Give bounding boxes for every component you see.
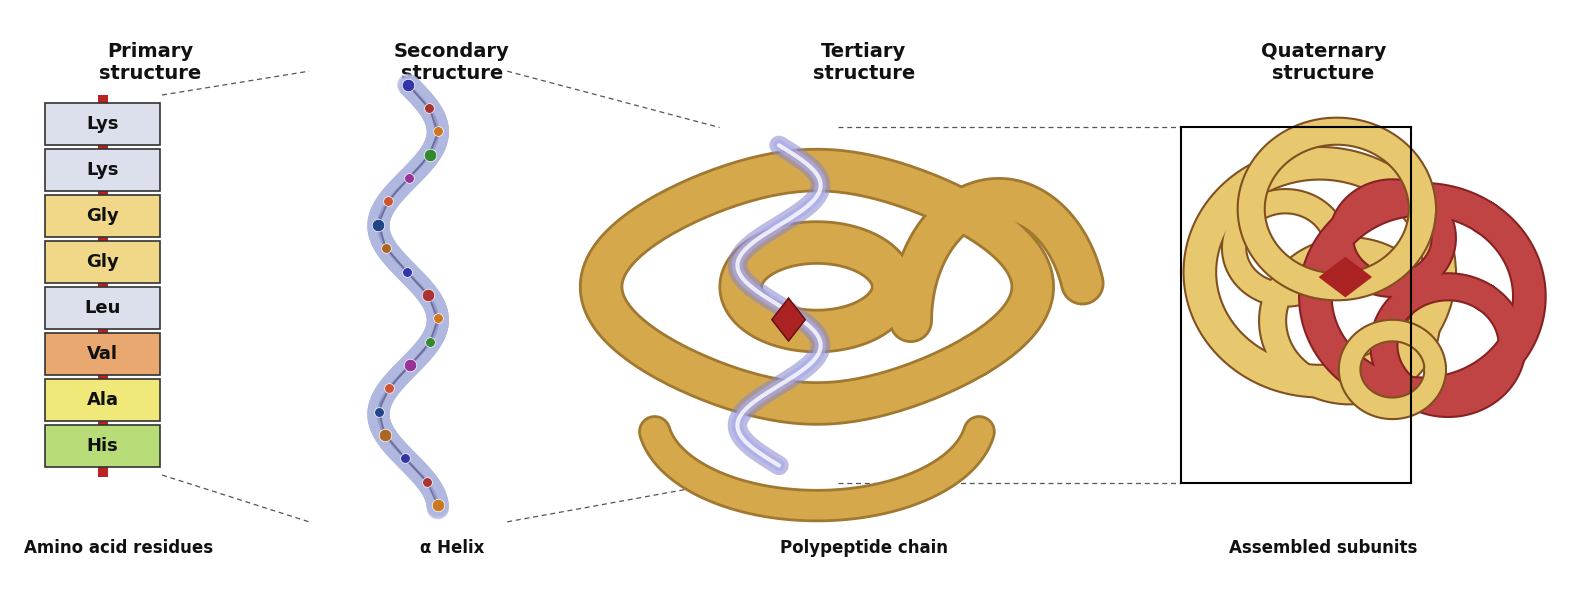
Text: Lys: Lys: [86, 115, 119, 133]
Bar: [98, 95, 108, 103]
Text: His: His: [87, 437, 119, 455]
Bar: [98, 236, 108, 241]
Text: Gly: Gly: [86, 253, 119, 271]
Bar: [98, 328, 108, 333]
Bar: [98, 282, 108, 287]
Bar: [44, 195, 160, 237]
Polygon shape: [772, 298, 805, 341]
Text: Val: Val: [87, 345, 117, 363]
Bar: [44, 103, 160, 145]
Text: Tertiary
structure: Tertiary structure: [813, 42, 915, 82]
Bar: [98, 144, 108, 149]
Text: Amino acid residues: Amino acid residues: [24, 540, 214, 557]
Bar: [98, 467, 108, 477]
Bar: [98, 190, 108, 195]
Bar: [44, 425, 160, 467]
Text: Assembled subunits: Assembled subunits: [1230, 540, 1417, 557]
Text: Secondary
structure: Secondary structure: [393, 42, 510, 82]
Bar: [98, 374, 108, 379]
Text: Leu: Leu: [84, 299, 120, 317]
Text: Ala: Ala: [87, 391, 119, 409]
Bar: [44, 287, 160, 329]
Polygon shape: [1320, 257, 1371, 296]
Bar: [44, 379, 160, 421]
Text: Primary
structure: Primary structure: [100, 42, 201, 82]
Bar: [44, 333, 160, 375]
Text: Gly: Gly: [86, 207, 119, 225]
Bar: [98, 420, 108, 425]
Text: Quaternary
structure: Quaternary structure: [1260, 42, 1387, 82]
Text: Polypeptide chain: Polypeptide chain: [780, 540, 948, 557]
Text: Lys: Lys: [86, 161, 119, 179]
Bar: [44, 241, 160, 283]
Bar: [44, 149, 160, 191]
Text: α Helix: α Helix: [420, 540, 483, 557]
